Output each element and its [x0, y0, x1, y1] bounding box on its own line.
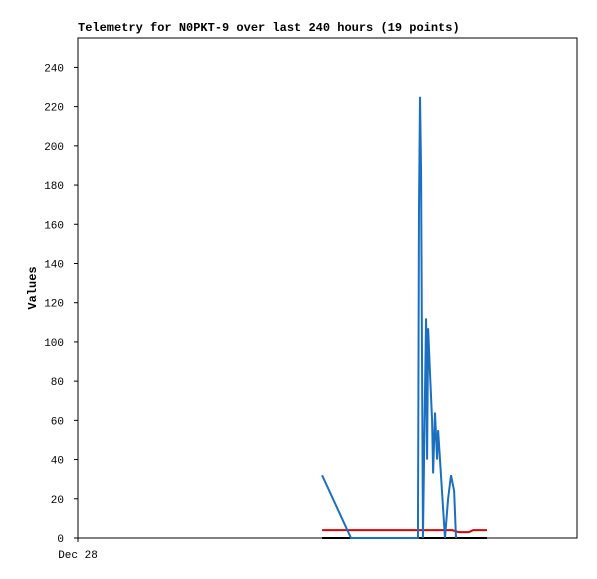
plot-area	[77, 37, 578, 539]
x-tick-label: Dec 28	[58, 550, 98, 562]
y-tick-label: 80	[51, 377, 64, 389]
y-tick-label: 180	[44, 181, 64, 193]
series-line	[321, 96, 457, 539]
y-tick-label: 120	[44, 299, 64, 311]
y-tick-label: 220	[44, 103, 64, 115]
y-tick-label: 60	[51, 416, 64, 428]
y-axis-label: Values	[26, 266, 40, 309]
chart-title: Telemetry for N0PKT-9 over last 240 hour…	[78, 21, 460, 35]
y-tick-label: 40	[51, 456, 64, 468]
y-tick-label: 140	[44, 259, 64, 271]
y-tick-label: 20	[51, 495, 64, 507]
y-tick-label: 200	[44, 142, 64, 154]
y-tick-label: 240	[44, 63, 64, 75]
series-line	[322, 529, 487, 534]
y-tick-label: 0	[57, 534, 64, 546]
y-tick-label: 160	[44, 220, 64, 232]
y-tick-label: 100	[44, 338, 64, 350]
